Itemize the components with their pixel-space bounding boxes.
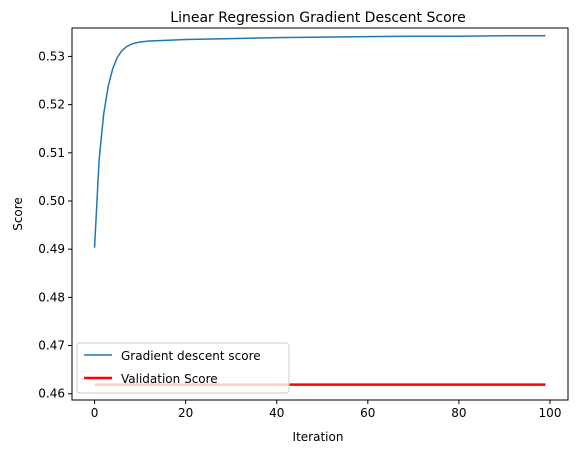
legend-label-validation: Validation Score (121, 372, 218, 386)
y-tick-label: 0.47 (38, 339, 65, 353)
legend-box (76, 342, 290, 394)
y-tick-label: 0.51 (38, 146, 65, 160)
legend-label-gradient-descent: Gradient descent score (121, 349, 261, 363)
x-tick-label: 100 (539, 406, 562, 420)
x-tick-label: 20 (178, 406, 193, 420)
x-tick-label: 0 (91, 406, 99, 420)
plot-background (72, 28, 568, 400)
axes-frame (71, 27, 569, 401)
y-axis-label: Score (11, 197, 25, 231)
plot-area (72, 28, 568, 400)
y-tick-label: 0.46 (38, 387, 65, 401)
y-ticks: 0.46 0.47 0.48 0.49 0.50 0.51 0.52 0.53 (38, 49, 72, 401)
y-tick-label: 0.49 (38, 242, 65, 256)
y-tick-label: 0.48 (38, 290, 65, 304)
x-tick-label: 40 (269, 406, 284, 420)
series-line-gradient-descent-score (93, 34, 546, 248)
chart-title: Linear Regression Gradient Descent Score (170, 10, 465, 26)
x-tick-label: 60 (360, 406, 375, 420)
y-tick-label: 0.53 (38, 49, 65, 63)
legend: Gradient descent score Validation Score (76, 342, 290, 394)
y-tick-label: 0.52 (38, 98, 65, 112)
x-ticks: 0 20 40 60 80 100 (91, 400, 562, 420)
x-tick-label: 80 (451, 406, 466, 420)
x-axis-label: Iteration (293, 430, 344, 444)
y-tick-label: 0.50 (38, 194, 65, 208)
axes-layer (71, 27, 569, 401)
